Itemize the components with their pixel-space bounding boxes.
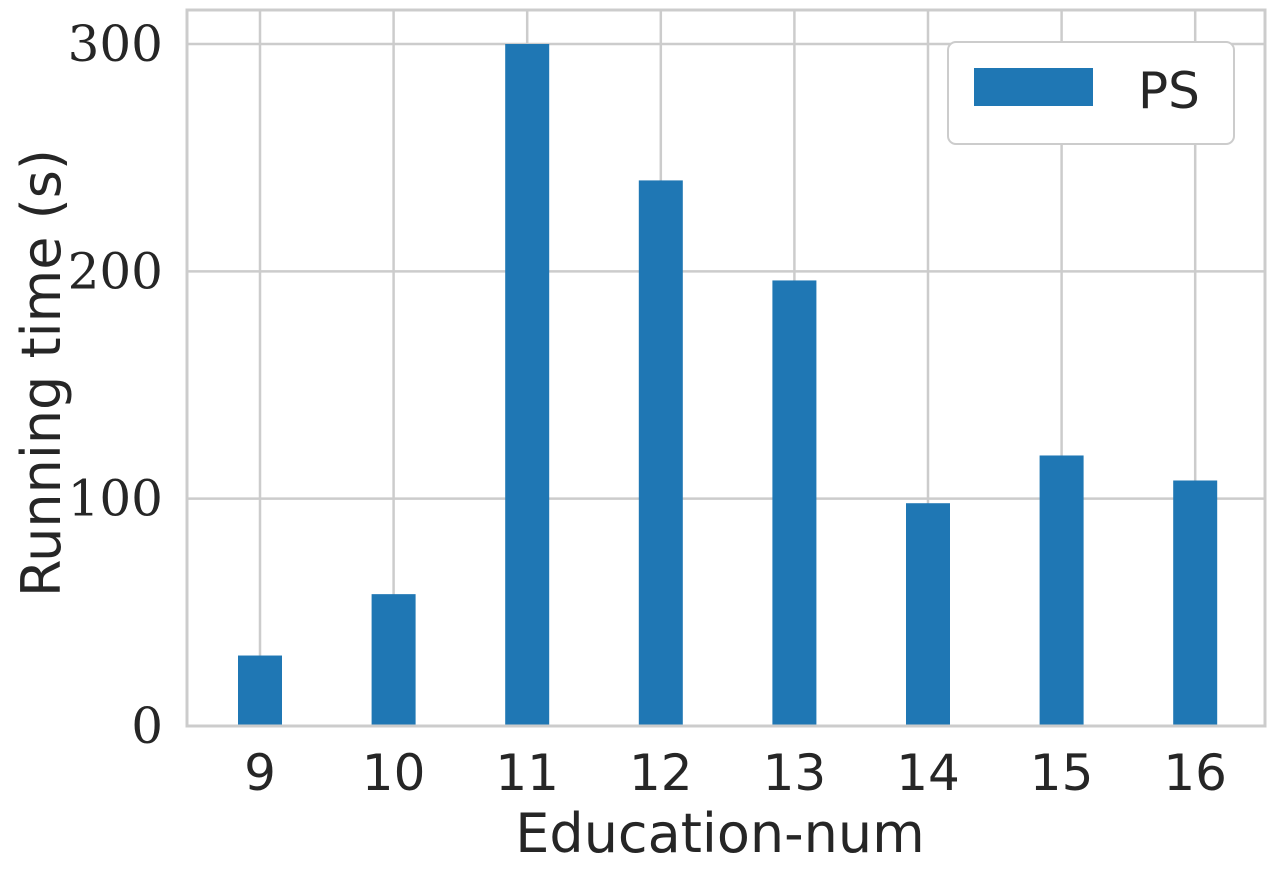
y-tick-label: 100 [68, 470, 163, 528]
bar-12 [638, 180, 683, 726]
bar-15 [1039, 455, 1084, 726]
bar-9 [238, 655, 282, 726]
plot-area-frame [185, 8, 1267, 728]
legend-label: PS [1138, 62, 1200, 120]
y-tick-label: 200 [68, 242, 163, 300]
x-axis-label: Education-num [515, 802, 924, 865]
y-tick-label: 0 [131, 697, 163, 755]
bar-11 [505, 44, 550, 726]
bar-13 [772, 280, 817, 726]
bar-16 [1173, 480, 1218, 726]
y-axis-label: Running time (s) [10, 149, 73, 597]
x-tick-label: 14 [896, 744, 960, 802]
bar-10 [371, 594, 416, 726]
x-tick-label: 16 [1163, 744, 1227, 802]
x-tick-label: 10 [362, 744, 426, 802]
bar-14 [906, 503, 950, 726]
x-tick-label: 15 [1030, 744, 1094, 802]
x-tick-label: 11 [495, 744, 559, 802]
x-tick-labels: 9 10 11 12 13 14 15 16 [244, 744, 1227, 802]
legend: PS [947, 41, 1235, 145]
y-tick-labels: 0 100 200 300 [68, 15, 163, 755]
y-tick-label: 300 [68, 15, 163, 73]
x-tick-label: 9 [244, 744, 276, 802]
x-tick-label: 13 [763, 744, 827, 802]
bars [238, 44, 1218, 726]
x-tick-label: 12 [629, 744, 693, 802]
legend-swatch [974, 68, 1093, 106]
